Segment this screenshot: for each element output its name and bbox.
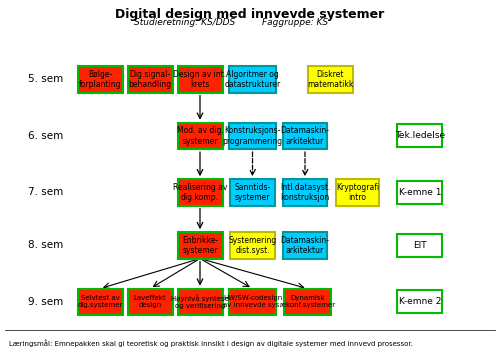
Text: HW/SW-codesign
av innvevde sys.: HW/SW-codesign av innvevde sys. [223,295,282,308]
FancyBboxPatch shape [230,232,275,258]
Text: Bølge-
forplanting: Bølge- forplanting [79,70,121,89]
FancyBboxPatch shape [398,125,442,148]
Text: Realisering av
dig.komp.: Realisering av dig.komp. [173,183,227,202]
FancyBboxPatch shape [178,66,222,92]
Text: Studieretning: KS/DDS: Studieretning: KS/DDS [134,18,235,28]
Text: K-emne 2: K-emne 2 [399,297,441,306]
Text: Digital design med innvevde systemer: Digital design med innvevde systemer [116,8,384,20]
FancyBboxPatch shape [178,123,222,149]
FancyBboxPatch shape [308,66,352,92]
Text: Sanntids-
systemer: Sanntids- systemer [234,183,270,202]
FancyBboxPatch shape [178,289,222,315]
Text: Enbrikke-
systemer: Enbrikke- systemer [182,236,218,255]
FancyBboxPatch shape [78,289,122,315]
Text: EIT: EIT [413,241,427,250]
Text: Dig.signal-
behandling: Dig.signal- behandling [128,70,172,89]
Text: 8. sem: 8. sem [28,240,64,250]
FancyBboxPatch shape [229,66,276,92]
Text: Algoritmer og
datastrukturer: Algoritmer og datastrukturer [224,70,280,89]
Text: Laveffekt
design: Laveffekt design [134,295,166,308]
Text: K-emne 1: K-emne 1 [399,188,442,197]
Text: Tek.ledelse: Tek.ledelse [395,131,445,140]
Text: Høynivå syntese
og verifisering: Høynivå syntese og verifisering [171,294,229,309]
FancyBboxPatch shape [282,123,328,149]
FancyBboxPatch shape [398,181,442,204]
FancyBboxPatch shape [78,66,122,92]
FancyBboxPatch shape [336,179,379,205]
Text: Dynamisk
rekonf.systemer: Dynamisk rekonf.systemer [280,295,336,308]
Text: Faggruppe: KS: Faggruppe: KS [262,18,328,28]
FancyBboxPatch shape [230,179,275,205]
FancyBboxPatch shape [178,232,222,258]
Text: Diskret
matematikk: Diskret matematikk [307,70,353,89]
FancyBboxPatch shape [284,289,331,315]
Text: Mod. av dig.
systemer: Mod. av dig. systemer [176,126,224,145]
Text: Konstruksjons-
programmering: Konstruksjons- programmering [222,126,282,145]
FancyBboxPatch shape [282,179,328,205]
Text: Kryptografi
intro: Kryptografi intro [336,183,379,202]
Text: Systemering
dist.syst.: Systemering dist.syst. [228,236,276,255]
Text: 6. sem: 6. sem [28,131,64,141]
Text: 7. sem: 7. sem [28,187,64,197]
Text: Datamaskin-
arkitektur: Datamaskin- arkitektur [280,126,330,145]
FancyBboxPatch shape [398,234,442,257]
Text: Design av int.
krets: Design av int. krets [174,70,227,89]
FancyBboxPatch shape [128,289,172,315]
FancyBboxPatch shape [282,232,328,258]
FancyBboxPatch shape [128,66,172,92]
Text: Læringsmål: Emnepakken skal gi teoretisk og praktisk innsikt i design av digital: Læringsmål: Emnepakken skal gi teoretisk… [9,339,413,347]
FancyBboxPatch shape [229,289,276,315]
FancyBboxPatch shape [229,123,276,149]
Text: Selvtest av
dig.systemer: Selvtest av dig.systemer [78,295,122,308]
Text: Datamaskin-
arkitektur: Datamaskin- arkitektur [280,236,330,255]
Text: 9. sem: 9. sem [28,297,64,307]
Text: Intl.datasyst.
konstruksjon: Intl.datasyst. konstruksjon [280,183,330,202]
Text: 5. sem: 5. sem [28,74,64,84]
FancyBboxPatch shape [178,179,222,205]
FancyBboxPatch shape [398,290,442,313]
